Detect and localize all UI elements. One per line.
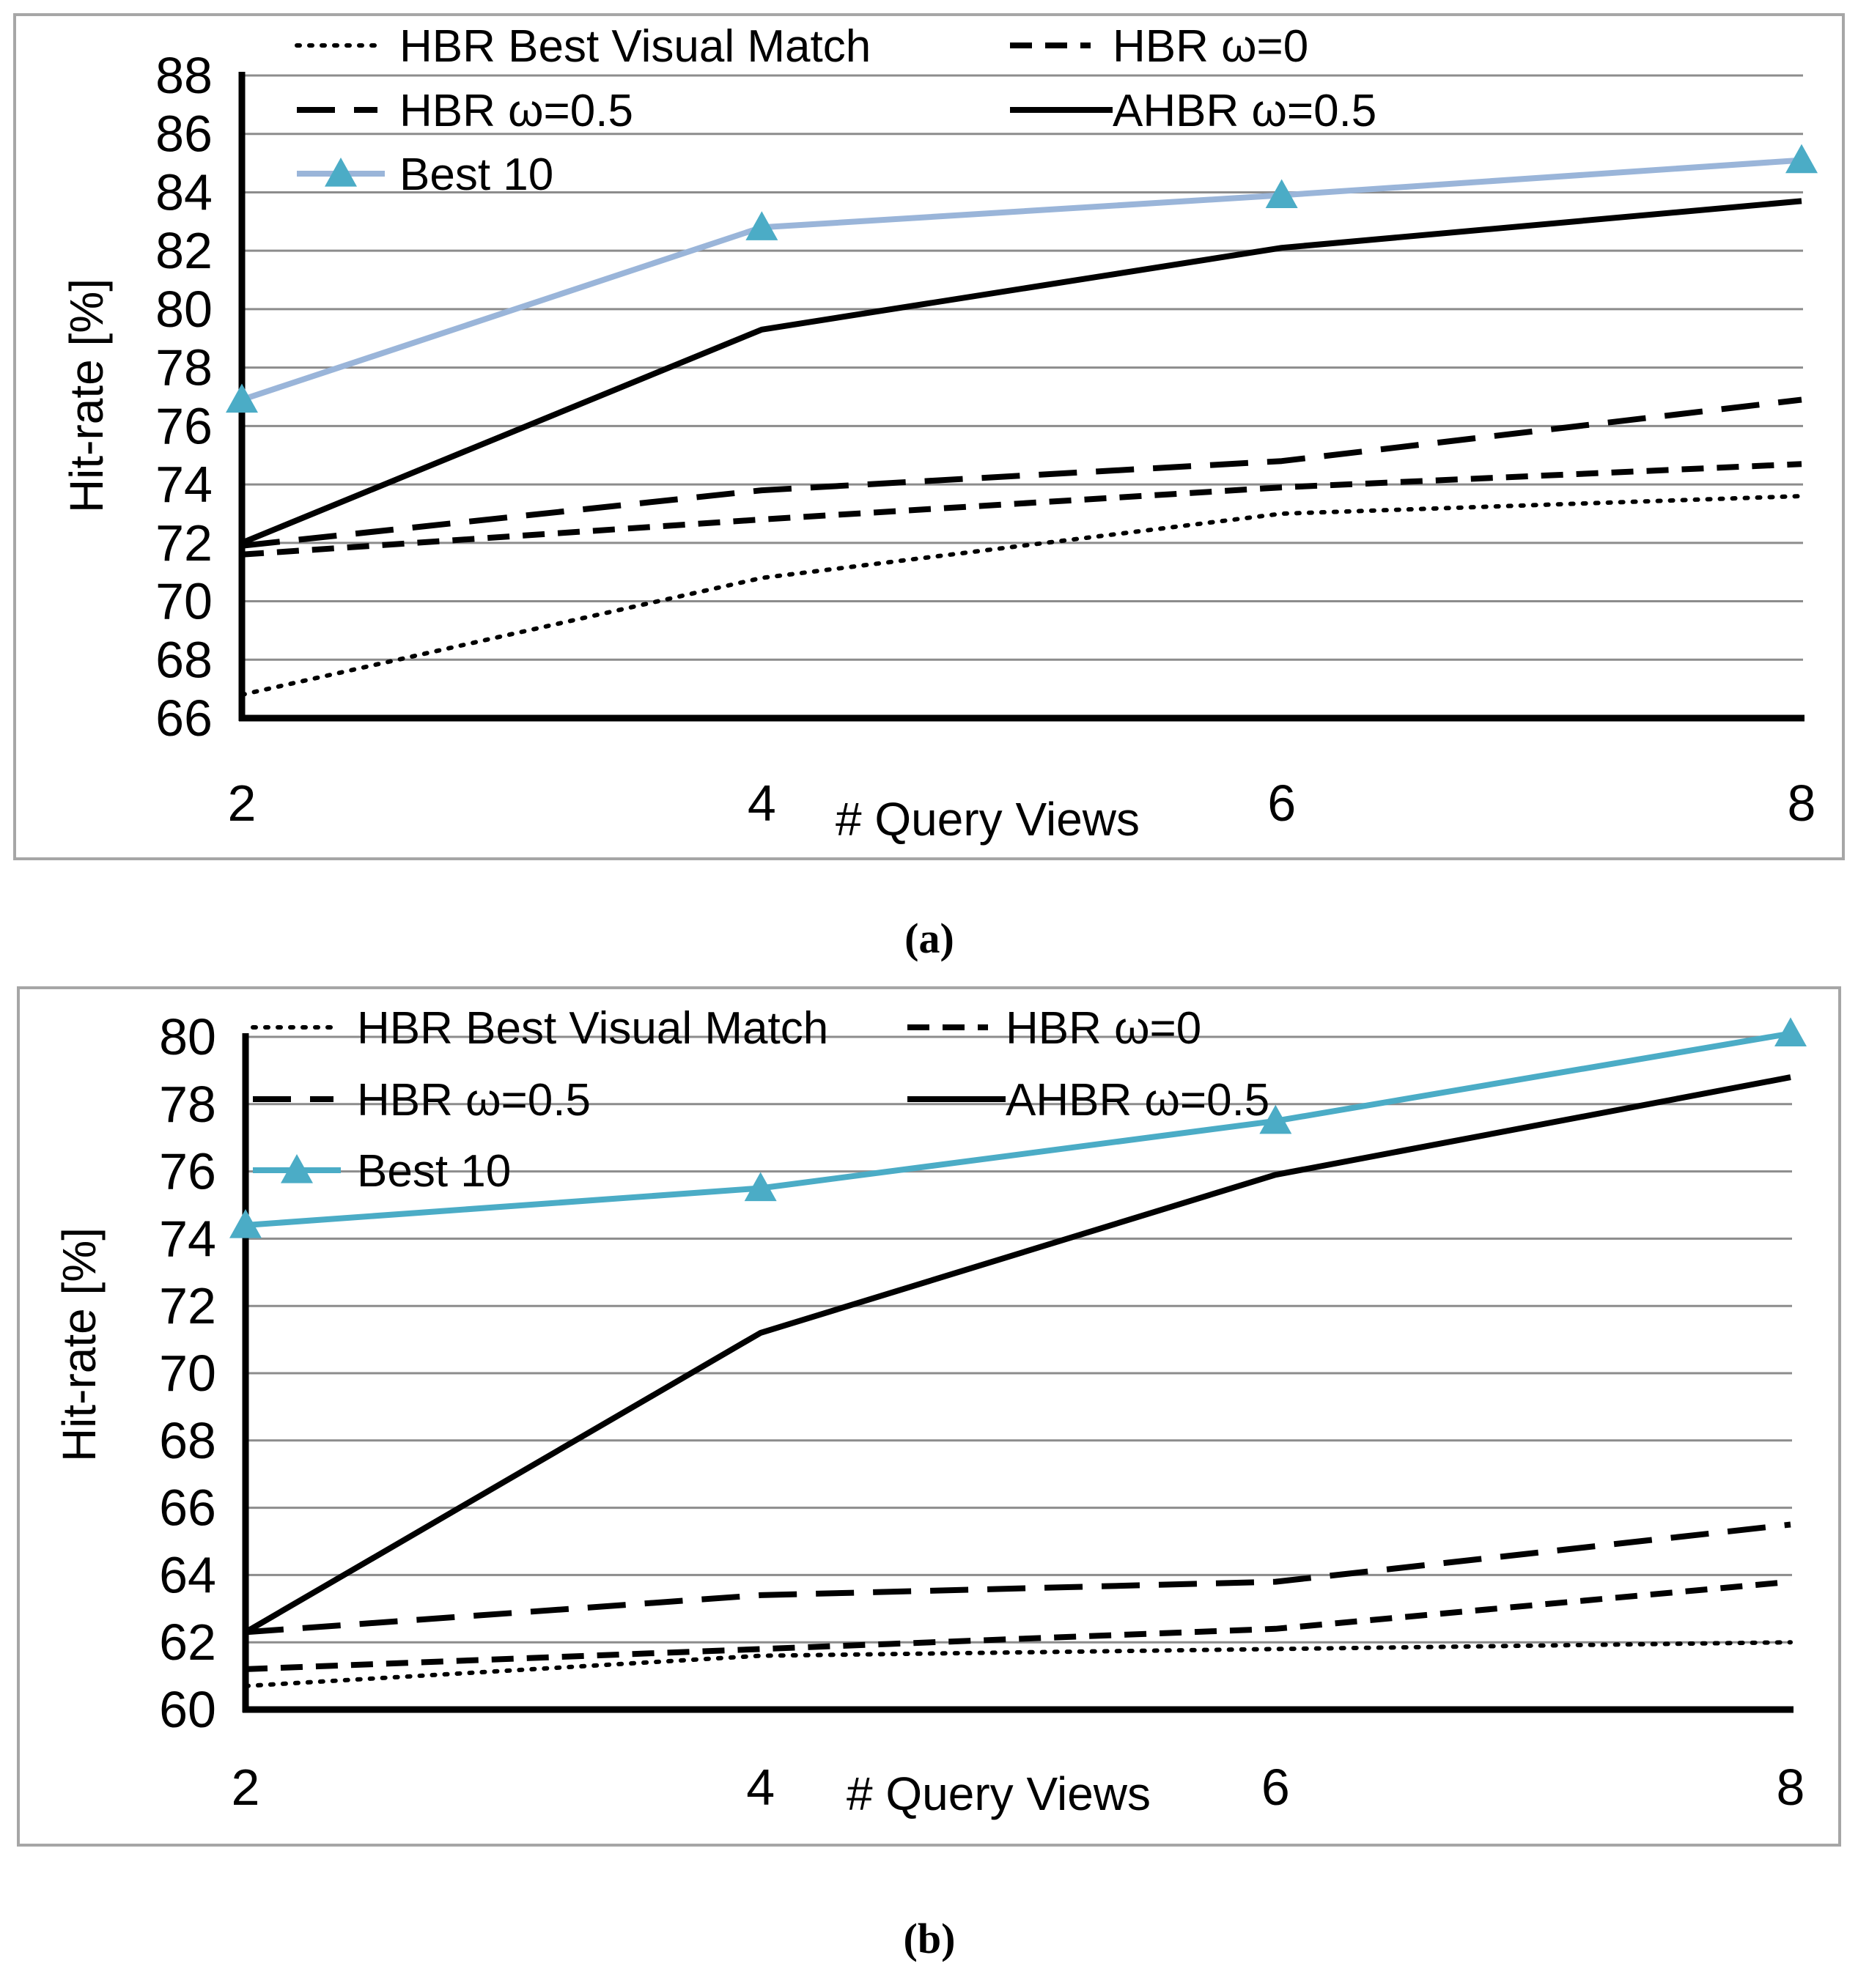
chart-a-x-tick-label: 8 — [1788, 775, 1816, 832]
chart-a-legend-label: HBR Best Visual Match — [399, 21, 871, 72]
chart-b-legend-label: HBR Best Visual Match — [357, 1003, 828, 1054]
chart-a-data-marker — [745, 211, 778, 240]
chart-a-frame — [13, 13, 1845, 860]
chart-a-y-tick-label: 86 — [155, 106, 213, 163]
chart-a-y-tick-label: 78 — [155, 339, 213, 396]
chart-a-legend-label: HBR ω=0.5 — [399, 86, 633, 136]
chart-a-legend-label: HBR ω=0 — [1113, 21, 1308, 72]
chart-panel-b: 60 62 64 66 68 70 72 74 76 78 80 2 4 6 8 HBR Best Visu… — [0, 982, 1858, 1988]
chart-a-y-tick-label: 66 — [155, 690, 213, 747]
chart-b-series-line — [245, 1030, 1791, 1228]
chart-b-series-line — [243, 1074, 1791, 1635]
chart-b-y-tick-label: 62 — [159, 1614, 216, 1671]
chart-a-legend-marker — [325, 158, 357, 187]
chart-b-data-marker — [744, 1172, 777, 1202]
chart-a-caption: (a) — [904, 914, 954, 962]
chart-b-caption: (b) — [904, 1915, 956, 1962]
chart-b-y-tick-label: 70 — [159, 1345, 216, 1402]
chart-b-xlabel: # Query Views — [847, 1767, 1151, 1820]
chart-a-series-line — [241, 461, 1802, 558]
chart-b-x-tick-label: 2 — [232, 1759, 260, 1816]
chart-b-legend-label: HBR ω=0 — [1006, 1003, 1201, 1054]
chart-b-legend-label: HBR ω=0.5 — [357, 1075, 591, 1126]
chart-a-y-tick-label: 88 — [155, 47, 213, 104]
chart-b-y-tick-label: 66 — [159, 1479, 216, 1537]
chart-b-series-line — [243, 1640, 1793, 1688]
chart-a-y-tick-label: 76 — [155, 397, 213, 454]
chart-b-data-marker — [1259, 1104, 1292, 1134]
chart-a-y-tick-label: 72 — [155, 514, 213, 572]
chart-a-y-tick-label: 74 — [155, 456, 213, 513]
chart-a-y-tick-label: 84 — [155, 163, 213, 221]
chart-b-y-tick-label: 80 — [159, 1008, 216, 1065]
chart-b-x-tick-label: 4 — [746, 1759, 775, 1816]
chart-a-x-tick-label: 4 — [748, 775, 776, 832]
chart-b-y-tick-label: 68 — [159, 1412, 216, 1469]
chart-b-x-tick-label: 8 — [1777, 1759, 1805, 1816]
chart-a-series-line — [240, 494, 1804, 698]
chart-b-y-tick-label: 64 — [159, 1546, 216, 1603]
chart-a-y-tick-label: 68 — [155, 631, 213, 688]
chart-panel-a: 66 68 70 72 74 76 78 80 82 84 86 88 2 4 6 8 HBR Best Vi… — [13, 13, 1845, 962]
chart-a-ylabel: Hit-rate [%] — [60, 278, 113, 513]
chart-a-data-marker — [1785, 144, 1818, 174]
chart-a-series-line — [241, 396, 1802, 549]
chart-b-data-marker — [1774, 1017, 1807, 1047]
chart-a-legend-label: AHBR ω=0.5 — [1113, 86, 1376, 136]
chart-a-data-marker — [1265, 179, 1298, 209]
chart-a-x-tick-label: 6 — [1267, 775, 1296, 832]
chart-a-x-tick-label: 2 — [228, 775, 257, 832]
chart-a-y-tick-label: 80 — [155, 281, 213, 338]
chart-b-series-line — [245, 1521, 1791, 1636]
chart-b-data-marker — [229, 1209, 262, 1238]
chart-b-legend-label: AHBR ω=0.5 — [1006, 1075, 1269, 1126]
chart-b-y-tick-label: 60 — [159, 1681, 216, 1738]
chart-b-series-line — [245, 1578, 1791, 1672]
chart-a-y-tick-label: 82 — [155, 222, 213, 279]
chart-b-y-tick-label: 72 — [159, 1277, 216, 1334]
chart-b-x-tick-label: 6 — [1261, 1759, 1290, 1816]
chart-b-legend-label: Best 10 — [357, 1146, 511, 1197]
chart-b-frame — [17, 986, 1841, 1847]
chart-a-legend-label: Best 10 — [399, 149, 553, 200]
chart-a-xlabel: # Query Views — [836, 793, 1140, 846]
chart-b-legend-marker — [281, 1154, 313, 1183]
chart-b-y-tick-label: 74 — [159, 1210, 216, 1267]
chart-b-y-tick-label: 78 — [159, 1076, 216, 1133]
chart-b-y-tick-label: 76 — [159, 1143, 216, 1200]
chart-a-series-line — [240, 157, 1802, 403]
chart-a-y-tick-label: 70 — [155, 573, 213, 630]
chart-b-ylabel: Hit-rate [%] — [53, 1227, 106, 1462]
chart-a-series-line — [240, 198, 1802, 546]
chart-a-data-marker — [226, 383, 258, 413]
